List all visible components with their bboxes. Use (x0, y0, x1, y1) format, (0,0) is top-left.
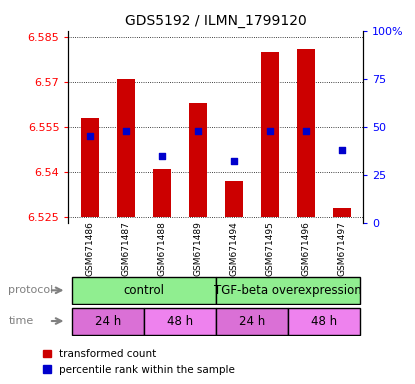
Title: GDS5192 / ILMN_1799120: GDS5192 / ILMN_1799120 (125, 14, 307, 28)
Text: 48 h: 48 h (310, 314, 337, 328)
Text: GSM671486: GSM671486 (85, 221, 95, 276)
Text: 48 h: 48 h (167, 314, 193, 328)
Point (87, 133, 93, 139)
Point (338, 147, 345, 153)
Text: GSM671487: GSM671487 (122, 221, 130, 276)
Bar (261, 52, 279, 217)
Point (195, 127, 201, 134)
Text: time: time (8, 316, 34, 326)
Text: protocol: protocol (8, 285, 54, 295)
Point (302, 127, 309, 134)
Bar (72, 308, 144, 334)
Bar (216, 308, 288, 334)
Bar (216, 277, 359, 304)
Bar (297, 49, 315, 217)
Point (123, 127, 129, 134)
Bar (189, 103, 207, 217)
Text: 24 h: 24 h (239, 314, 265, 328)
Text: GSM671497: GSM671497 (337, 221, 346, 276)
Text: control: control (123, 284, 164, 297)
Point (159, 152, 165, 159)
Bar (153, 169, 171, 217)
Bar (144, 308, 216, 334)
Point (230, 158, 237, 164)
Bar (225, 181, 243, 217)
Text: GSM671494: GSM671494 (229, 221, 238, 276)
Bar (81, 118, 99, 217)
Legend: transformed count, percentile rank within the sample: transformed count, percentile rank withi… (39, 345, 239, 379)
Text: GSM671496: GSM671496 (301, 221, 310, 276)
Point (266, 127, 273, 134)
Bar (332, 208, 351, 217)
Text: GSM671495: GSM671495 (265, 221, 274, 276)
Text: GSM671489: GSM671489 (193, 221, 203, 276)
Text: GSM671488: GSM671488 (157, 221, 166, 276)
Bar (72, 277, 216, 304)
Bar (117, 79, 135, 217)
Bar (288, 308, 359, 334)
Text: 24 h: 24 h (95, 314, 121, 328)
Text: TGF-beta overexpression: TGF-beta overexpression (214, 284, 361, 297)
